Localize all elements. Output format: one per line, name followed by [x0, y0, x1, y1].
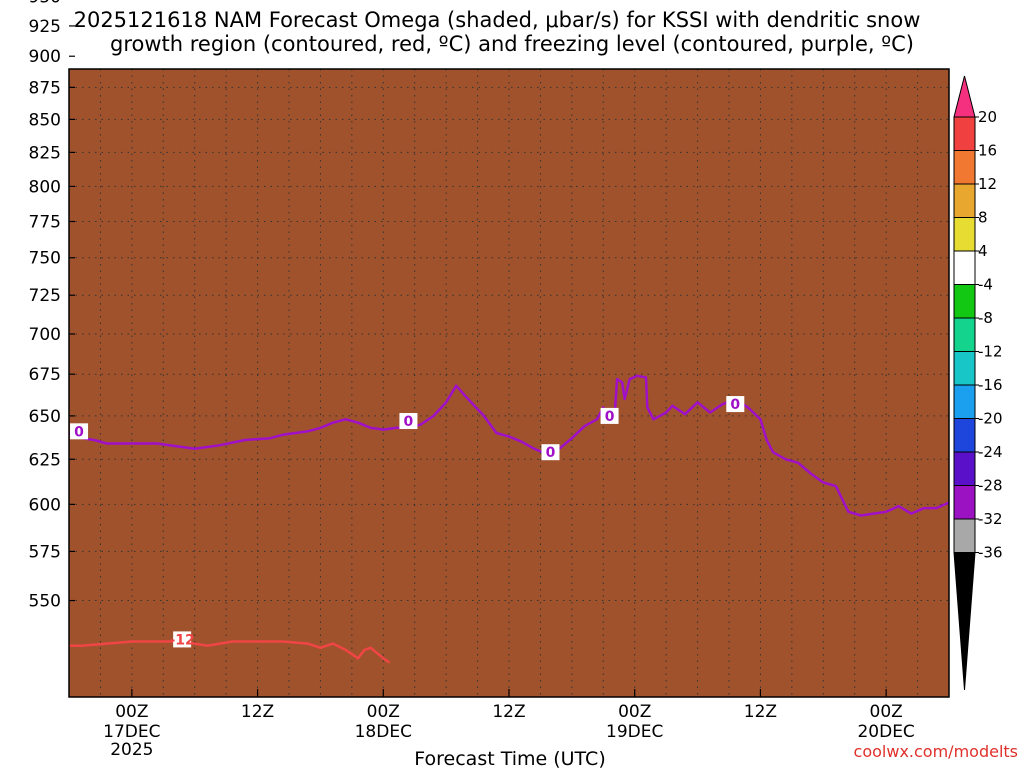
x-tick-label-5: 12Z	[744, 702, 777, 722]
y-tick-label-900: 900	[29, 47, 61, 67]
y-tick-label-700: 700	[29, 325, 61, 345]
y-tick-label-575: 575	[29, 542, 61, 562]
colorbar-segment-4	[953, 217, 976, 252]
colorbar-label-3: 8	[978, 209, 988, 227]
freezing-level-label-2: 0	[546, 445, 556, 461]
colorbar-label-8: -16	[978, 376, 1003, 394]
colorbar: 20 16 12 8 4 -4 -8 -12 -16 -20 -24 -28 -32 -36	[953, 75, 1003, 691]
colorbar-segment-10	[953, 418, 976, 453]
dgz-contour-label-0: -12	[169, 632, 194, 648]
x-tick-date-0: 17DEC	[103, 722, 160, 742]
colorbar-label-13: -36	[978, 544, 1003, 562]
freezing-level-label-3: 0	[605, 409, 615, 425]
colorbar-label-11: -28	[978, 477, 1003, 495]
y-tick-label-675: 675	[29, 365, 61, 385]
colorbar-segment-9	[953, 384, 976, 419]
colorbar-segment-12	[953, 485, 976, 520]
x-axis-label: Forecast Time (UTC)	[414, 748, 605, 768]
x-tick-label-0: 00Z	[115, 702, 148, 722]
y-tick-label-825: 825	[29, 143, 61, 163]
colorbar-label-5: -4	[978, 276, 993, 294]
y-tick-label-750: 750	[29, 249, 61, 269]
colorbar-label-4: 4	[978, 242, 988, 260]
y-tick-label-625: 625	[29, 450, 61, 470]
colorbar-segment-2	[953, 150, 976, 185]
chart-title-line-1: 2025121618 NAM Forecast Omega (shaded, μ…	[74, 8, 921, 32]
y-tick-label-550: 550	[29, 592, 61, 612]
y-tick-label-950: 950	[29, 0, 61, 7]
x-tick-date-6: 20DEC	[857, 722, 914, 742]
colorbar-segment-11	[953, 451, 976, 486]
contour-layer: -12 0 0 0 0 0	[69, 374, 949, 664]
colorbar-label-0: 20	[978, 108, 997, 126]
colorbar-segment-3	[953, 183, 976, 218]
colorbar-segment-13	[953, 518, 976, 553]
colorbar-label-6: -8	[978, 309, 993, 327]
freezing-level-label-4: 0	[730, 397, 740, 413]
freezing-level-label-bg	[399, 413, 418, 430]
y-tick-label-800: 800	[29, 177, 61, 197]
x-tick-date-2: 18DEC	[355, 722, 412, 742]
dgz-contour-label-bg	[173, 631, 192, 648]
chart-title-line-2: growth region (contoured, red, ºC) and f…	[110, 32, 914, 56]
y-tick-label-875: 875	[29, 78, 61, 98]
colorbar-label-7: -12	[978, 343, 1003, 361]
colorbar-segment-7	[953, 317, 976, 352]
colorbar-label-12: -32	[978, 510, 1003, 528]
y-tick-label-925: 925	[29, 17, 61, 37]
freezing-level-label-1: 0	[404, 414, 414, 430]
y-tick-label-650: 650	[29, 407, 61, 427]
dgz-contour-line	[69, 640, 391, 664]
x-tick-label-6: 00Z	[870, 702, 903, 722]
colorbar-segment-1	[953, 116, 976, 151]
colorbar-segment-5	[953, 250, 976, 285]
colorbar-label-1: 16	[978, 142, 997, 160]
y-tick-label-850: 850	[29, 110, 61, 130]
y-axis: 550 575 600 625 650 675 700 725 750 775 800 825 850 8…	[29, 0, 75, 612]
colorbar-segment-8	[953, 351, 976, 386]
colorbar-label-10: -24	[978, 443, 1003, 461]
x-tick-label-3: 12Z	[492, 702, 525, 722]
y-tick-label-775: 775	[29, 213, 61, 233]
x-tick-label-2: 00Z	[367, 702, 400, 722]
colorbar-top-arrow	[953, 75, 976, 118]
grid-layer	[69, 69, 949, 697]
credit-text: coolwx.com/modelts	[854, 742, 1018, 761]
colorbar-label-9: -20	[978, 410, 1003, 428]
freezing-level-line	[69, 374, 949, 517]
colorbar-label-2: 12	[978, 175, 997, 193]
freezing-level-label-bg	[600, 407, 619, 424]
x-tick-label-1: 12Z	[241, 702, 274, 722]
freezing-level-label-0: 0	[74, 424, 84, 440]
x-tick-date-4: 19DEC	[606, 722, 663, 742]
freezing-level-label-bg	[726, 396, 745, 413]
y-tick-label-725: 725	[29, 286, 61, 306]
y-tick-label-600: 600	[29, 495, 61, 515]
x-tick-year-0: 2025	[110, 740, 153, 760]
freezing-level-label-bg	[541, 444, 560, 461]
colorbar-bottom-arrow	[953, 552, 976, 691]
x-tick-label-4: 00Z	[618, 702, 651, 722]
freezing-level-label-bg	[70, 423, 89, 440]
colorbar-segment-6	[953, 284, 976, 319]
